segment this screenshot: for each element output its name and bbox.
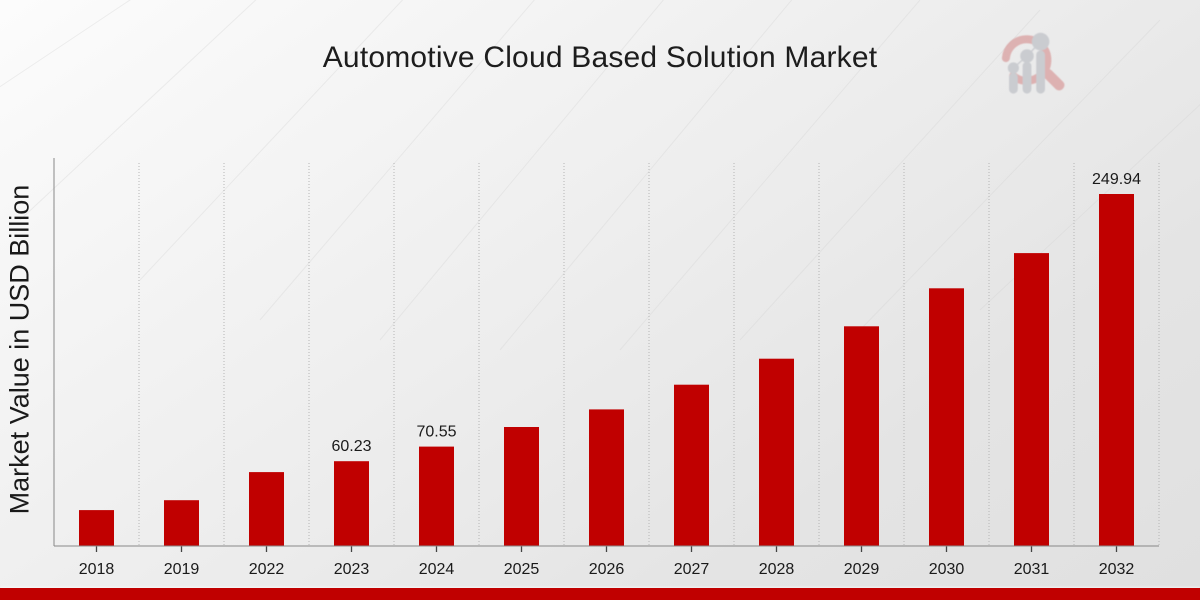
svg-text:2023: 2023 <box>334 561 370 578</box>
svg-text:2019: 2019 <box>164 561 200 578</box>
svg-text:70.55: 70.55 <box>416 424 456 441</box>
svg-text:249.94: 249.94 <box>1092 171 1141 188</box>
svg-text:2029: 2029 <box>844 561 880 578</box>
svg-text:2027: 2027 <box>674 561 710 578</box>
svg-text:2024: 2024 <box>419 561 455 578</box>
svg-text:2032: 2032 <box>1099 561 1135 578</box>
svg-text:2030: 2030 <box>929 561 965 578</box>
svg-text:2026: 2026 <box>589 561 625 578</box>
svg-text:2031: 2031 <box>1014 561 1050 578</box>
svg-text:2018: 2018 <box>79 561 115 578</box>
svg-text:2028: 2028 <box>759 561 795 578</box>
svg-text:2025: 2025 <box>504 561 540 578</box>
svg-text:60.23: 60.23 <box>331 438 371 455</box>
svg-text:2022: 2022 <box>249 561 285 578</box>
